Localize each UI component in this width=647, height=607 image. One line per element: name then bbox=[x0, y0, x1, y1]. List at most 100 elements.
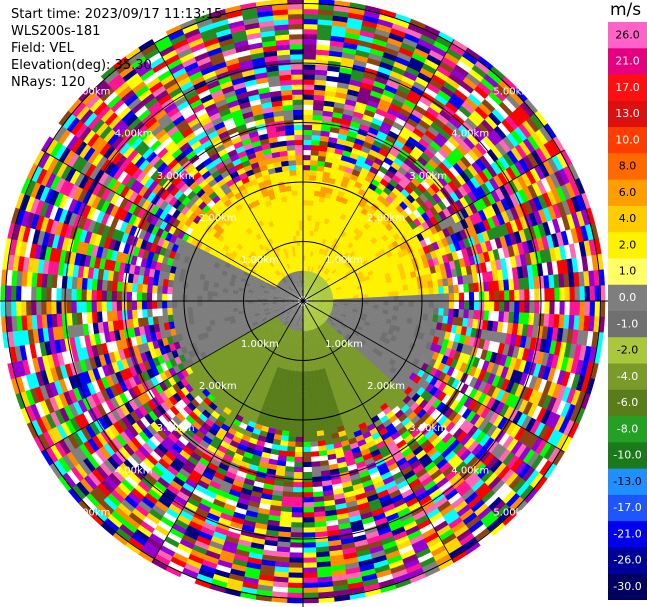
gate-cell bbox=[535, 147, 548, 164]
gate-cell bbox=[396, 153, 408, 163]
gate-cell bbox=[357, 39, 373, 49]
gate-cell bbox=[336, 138, 347, 146]
gate-cell bbox=[306, 275, 309, 282]
gate-cell bbox=[436, 113, 450, 126]
gate-cell bbox=[287, 582, 303, 589]
gate-cell bbox=[351, 169, 361, 177]
gate-cell bbox=[382, 51, 398, 62]
gate-cell bbox=[332, 106, 345, 115]
gate-cell bbox=[366, 170, 377, 180]
gate-cell bbox=[302, 522, 315, 528]
gate-cell bbox=[326, 146, 336, 154]
gate-cell bbox=[435, 36, 453, 49]
gate-cell bbox=[372, 38, 388, 48]
gate-cell bbox=[471, 161, 483, 175]
gate-cell bbox=[388, 305, 394, 311]
gate-cell bbox=[303, 49, 317, 55]
gate-cell bbox=[335, 143, 346, 151]
gate-cell bbox=[319, 286, 325, 291]
gate-cell bbox=[331, 290, 338, 294]
gate-cell bbox=[477, 122, 491, 137]
gate-cell bbox=[305, 286, 308, 292]
gate-cell bbox=[324, 90, 337, 98]
gate-cell bbox=[495, 200, 506, 214]
gate-cell bbox=[308, 281, 312, 288]
gate-cell bbox=[436, 65, 452, 78]
gate-cell bbox=[430, 45, 448, 58]
gate-cell bbox=[354, 181, 363, 190]
gate-cell bbox=[402, 37, 419, 49]
gate-cell bbox=[302, 592, 319, 599]
gate-cell bbox=[320, 272, 326, 278]
gate-cell bbox=[302, 391, 309, 397]
gate-cell bbox=[303, 109, 314, 116]
gate-cell bbox=[465, 72, 482, 87]
gate-cell bbox=[331, 20, 348, 28]
gate-cell bbox=[303, 260, 306, 266]
gate-cell bbox=[468, 68, 485, 83]
gate-cell bbox=[316, 282, 322, 287]
gate-cell bbox=[386, 37, 403, 48]
gate-cell bbox=[570, 196, 582, 214]
gate-cell bbox=[336, 259, 343, 266]
gate-cell bbox=[549, 301, 555, 315]
gate-cell bbox=[330, 248, 337, 255]
gate-cell bbox=[317, 263, 322, 270]
gate-cell bbox=[396, 51, 413, 63]
gate-cell bbox=[320, 288, 326, 292]
gate-cell bbox=[417, 169, 429, 181]
gate-cell bbox=[409, 18, 427, 31]
gate-cell bbox=[459, 140, 472, 154]
gate-cell bbox=[498, 139, 512, 154]
gate-cell bbox=[403, 266, 411, 274]
gate-cell bbox=[332, 278, 339, 284]
gate-cell bbox=[368, 148, 379, 158]
gate-cell bbox=[388, 32, 405, 43]
gate-cell bbox=[307, 296, 313, 299]
gate-cell bbox=[538, 162, 551, 179]
gate-cell bbox=[382, 199, 392, 208]
gate-cell bbox=[329, 236, 336, 243]
gate-cell bbox=[349, 267, 356, 274]
gate-cell bbox=[315, 175, 324, 182]
gate-cell bbox=[331, 261, 337, 268]
gate-cell bbox=[481, 230, 491, 243]
gate-cell bbox=[482, 218, 492, 232]
gate-cell bbox=[374, 198, 383, 208]
gate-cell bbox=[303, 114, 314, 121]
gate-cell bbox=[393, 269, 401, 277]
gate-cell bbox=[418, 193, 429, 204]
gate-cell bbox=[331, 288, 337, 292]
gate-cell bbox=[313, 285, 318, 291]
gate-cell bbox=[500, 198, 511, 212]
gate-cell bbox=[501, 76, 518, 92]
gate-cell bbox=[413, 47, 430, 60]
gate-cell bbox=[315, 274, 320, 280]
gate-cell bbox=[421, 63, 438, 75]
gate-cell bbox=[315, 64, 329, 71]
gate-cell bbox=[400, 226, 409, 236]
gate-cell bbox=[286, 587, 303, 594]
gate-cell bbox=[569, 301, 576, 316]
gate-cell bbox=[407, 203, 417, 213]
gate-cell bbox=[310, 225, 316, 232]
gate-cell bbox=[452, 162, 464, 175]
gate-cell bbox=[349, 281, 356, 286]
gate-cell bbox=[446, 215, 456, 226]
gate-cell bbox=[307, 250, 312, 257]
gate-cell bbox=[407, 61, 423, 73]
gate-cell bbox=[351, 115, 363, 125]
gate-cell bbox=[302, 587, 319, 594]
gate-cell bbox=[291, 507, 303, 513]
gate-cell bbox=[516, 105, 531, 122]
gate-cell bbox=[318, 270, 323, 276]
gate-cell bbox=[316, 275, 321, 281]
gate-cell bbox=[326, 290, 333, 294]
gate-cell bbox=[453, 301, 460, 310]
gate-cell bbox=[336, 288, 343, 292]
gate-cell bbox=[443, 293, 450, 302]
gate-cell bbox=[302, 537, 316, 543]
gate-cell bbox=[472, 234, 481, 246]
gate-cell bbox=[554, 287, 561, 302]
gate-cell bbox=[575, 194, 586, 212]
